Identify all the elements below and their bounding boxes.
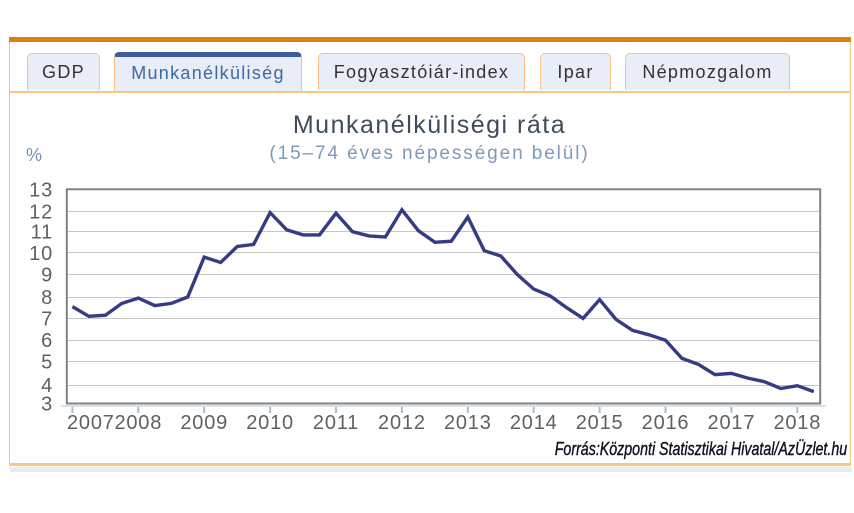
svg-text:2016: 2016	[642, 412, 690, 434]
svg-text:2013: 2013	[444, 412, 492, 434]
svg-text:4: 4	[41, 375, 53, 397]
svg-text:5: 5	[41, 352, 53, 374]
svg-text:12: 12	[29, 202, 53, 224]
svg-text:2015: 2015	[576, 412, 624, 434]
svg-text:13: 13	[29, 179, 53, 201]
svg-text:2017: 2017	[708, 412, 756, 434]
svg-text:2008: 2008	[114, 412, 162, 434]
svg-text:2007: 2007	[67, 412, 115, 434]
svg-text:11: 11	[31, 222, 53, 244]
svg-text:2011: 2011	[313, 412, 359, 434]
svg-text:2009: 2009	[180, 412, 228, 434]
svg-text:9: 9	[41, 264, 53, 286]
svg-text:6: 6	[41, 330, 53, 352]
svg-text:10: 10	[29, 243, 53, 265]
svg-text:3: 3	[41, 394, 53, 416]
svg-text:8: 8	[41, 287, 53, 309]
svg-text:2010: 2010	[246, 412, 294, 434]
svg-text:2014: 2014	[510, 412, 558, 434]
svg-text:7: 7	[41, 308, 53, 330]
svg-text:2018: 2018	[773, 412, 821, 434]
svg-text:2012: 2012	[378, 412, 426, 434]
